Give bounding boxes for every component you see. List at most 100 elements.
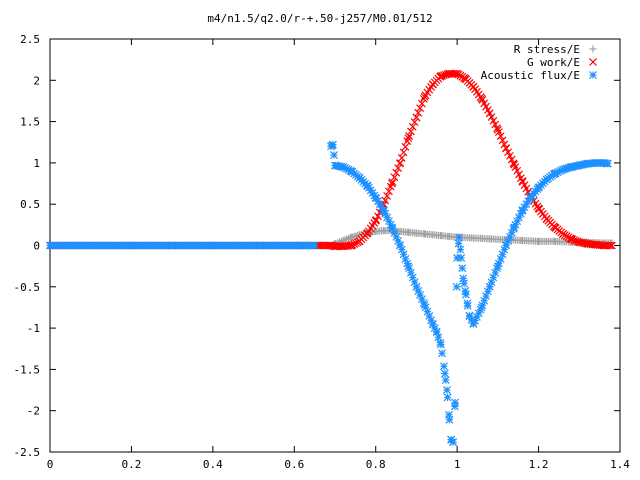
trace-point	[377, 203, 386, 212]
trace-point	[458, 264, 467, 273]
trace-point	[407, 127, 415, 136]
x-tick-label: 0.2	[121, 458, 141, 471]
x-tick-label: 0.4	[203, 458, 223, 471]
y-tick-label: 2.5	[20, 33, 40, 46]
chart-title: m4/n1.5/q2.0/r-+.50-j257/M0.01/512	[207, 12, 432, 25]
trace-point	[496, 132, 505, 141]
trace-point	[513, 166, 522, 175]
x-tick-label: 0	[47, 458, 54, 471]
y-tick-label: -1.5	[14, 363, 41, 376]
trace-point	[502, 144, 511, 153]
trace-point	[604, 241, 613, 250]
trace-point	[399, 148, 408, 157]
series-2	[46, 140, 612, 447]
trace-point	[412, 113, 421, 122]
y-tick-label: -0.5	[14, 281, 41, 294]
trace-point	[452, 282, 461, 291]
trace-point	[454, 239, 463, 248]
trace-point	[494, 128, 503, 137]
trace-point	[372, 215, 381, 224]
y-tick-label: 1.5	[20, 116, 40, 129]
trace-point	[397, 245, 406, 254]
trace-point	[515, 170, 523, 179]
trace-point	[511, 163, 520, 171]
y-tick-label: 1	[33, 157, 40, 170]
trace-point	[352, 239, 360, 248]
legend-marker	[589, 45, 597, 53]
trace-point	[498, 136, 507, 145]
trace-point	[507, 155, 516, 164]
trace-point	[436, 338, 445, 347]
trace-point	[445, 415, 454, 424]
trace-point	[487, 113, 496, 121]
trace-point	[489, 116, 498, 125]
y-tick-label: 0	[33, 240, 40, 253]
trace-point	[606, 241, 615, 250]
series-layer	[46, 69, 616, 447]
trace-point	[493, 124, 501, 133]
trace-point	[441, 376, 450, 385]
trace-point	[603, 159, 611, 168]
trace-point	[450, 402, 459, 411]
y-tick-label: -2	[27, 405, 40, 418]
trace-point	[383, 213, 392, 222]
data-point	[457, 253, 466, 262]
trace-point	[390, 173, 399, 182]
trace-point	[410, 118, 419, 127]
trace-point	[500, 140, 509, 149]
trace-point	[401, 142, 410, 151]
trace-point	[463, 301, 472, 310]
legend-label: G work/E	[527, 56, 580, 69]
legend-marker	[589, 58, 597, 66]
trace-point	[491, 120, 500, 129]
trace-point	[309, 241, 318, 250]
legend-label: R stress/E	[514, 43, 580, 56]
y-tick-label: 0.5	[20, 198, 40, 211]
trace-point	[460, 279, 468, 288]
trace-point	[456, 245, 465, 254]
trace-point	[418, 99, 426, 108]
data-point	[443, 386, 451, 394]
trace-point	[401, 254, 410, 263]
trace-point	[386, 182, 395, 191]
trace-point	[383, 192, 392, 200]
trace-point	[408, 122, 417, 131]
trace-point	[414, 108, 423, 117]
axes-layer: 0 0.2 0.4 0.6 0.8 1 1.2 1.4 -2.5 -2 -1.5 -1 -0.5 0 0.5…	[14, 33, 631, 471]
data-point	[455, 233, 464, 242]
x-tick-label: 1.4	[610, 458, 630, 471]
trace-point	[603, 241, 611, 250]
trace-point	[432, 327, 441, 336]
y-tick-label: -1	[27, 322, 40, 335]
trace-point	[505, 151, 514, 160]
trace-point	[348, 241, 357, 249]
legend-marker	[589, 71, 597, 79]
x-tick-label: 1	[454, 458, 461, 471]
series-1	[46, 69, 616, 251]
trace-point	[438, 349, 447, 358]
trace-point	[381, 196, 390, 205]
trace-point	[392, 168, 401, 177]
trace-point	[485, 109, 494, 118]
trace-point	[350, 240, 359, 248]
trace-point	[434, 333, 443, 342]
trace-point	[461, 290, 470, 299]
trace-point	[403, 137, 412, 146]
x-tick-label: 0.8	[366, 458, 386, 471]
trace-point	[452, 69, 461, 78]
trace-point	[504, 148, 512, 157]
trace-point	[416, 104, 425, 113]
trace-point	[405, 132, 414, 140]
trace-point	[385, 187, 393, 196]
trace-point	[330, 151, 338, 159]
y-tick-label: -2.5	[14, 446, 41, 459]
x-tick-label: 1.2	[529, 458, 549, 471]
data-point	[441, 369, 449, 378]
trace-point	[328, 141, 337, 150]
trace-point	[439, 362, 448, 371]
trace-point	[509, 159, 518, 168]
x-tick-label: 0.6	[284, 458, 304, 471]
